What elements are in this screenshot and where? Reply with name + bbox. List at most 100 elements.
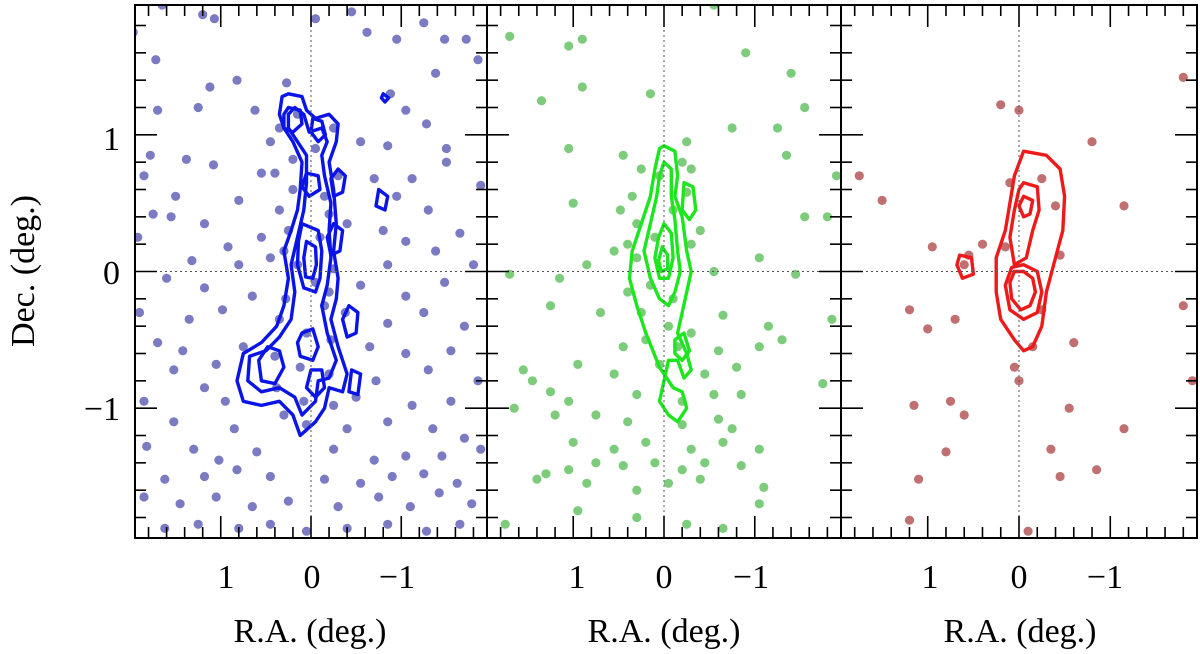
blue-point-134 [319,191,330,201]
green-point-10 [800,102,810,113]
green-point-37 [573,359,583,369]
green-point-103 [677,157,687,167]
blue-point-89 [169,417,179,427]
red-x-axis-title: R.A. (deg.) [944,613,1097,650]
blue-point-9 [440,34,450,44]
red-point-27 [959,410,969,420]
blue-point-100 [369,455,379,465]
blue-contour-9 [304,368,327,399]
blue-point-11 [473,55,483,65]
blue-point-148 [295,362,305,372]
blue-x-tick-label-neg1: −1 [379,559,415,596]
green-point-15 [831,171,841,181]
blue-point-76 [401,348,411,359]
red-point-7 [1050,201,1061,211]
red-point-11 [927,242,937,252]
blue-point-153 [279,410,289,420]
blue-point-60 [199,283,210,293]
blue-point-85 [220,396,230,406]
blue-x-axis-title: R.A. (deg.) [234,613,387,650]
green-point-33 [713,346,724,356]
green-x-tick-label-0: 0 [656,559,673,596]
blue-point-135 [274,205,284,215]
blue-density-contours [235,92,391,438]
blue-point-115 [211,492,221,502]
y-tick-label-1: 1 [103,121,120,158]
blue-point-13 [205,82,215,92]
blue-point-51 [135,232,143,242]
blue-scatter-points [135,5,486,536]
red-point-32 [1092,465,1102,475]
red-scatter-points [854,72,1197,536]
green-point-38 [609,369,619,379]
green-x-tick-label-1: 1 [569,559,586,596]
red-point-37 [959,260,969,270]
green-point-12 [618,150,628,160]
green-point-69 [736,461,746,471]
blue-point-63 [401,291,411,301]
green-point-99 [623,287,633,297]
blue-point-35 [441,157,451,167]
red-point-25 [909,400,919,410]
green-point-41 [754,342,764,352]
red-point-36 [1023,526,1033,536]
blue-point-109 [356,478,366,488]
green-point-57 [609,444,619,454]
blue-point-130 [421,526,432,536]
green-point-48 [736,389,746,400]
green-point-61 [754,444,764,454]
panel-blue: 1 0 −1 1 0 −1 R.A. (deg.) Dec. (deg.) [5,4,488,650]
green-point-82 [577,82,587,92]
blue-point-1 [157,5,167,10]
blue-contour-0 [235,92,349,438]
blue-point-14 [232,75,242,85]
blue-x-tick-label-1: 1 [218,559,235,596]
green-point-72 [632,485,642,495]
green-point-52 [677,420,687,430]
blue-point-118 [333,502,343,512]
blue-point-6 [362,27,372,37]
blue-point-93 [428,424,438,434]
green-point-83 [682,137,692,147]
red-point-1 [996,100,1006,110]
red-point-15 [904,305,915,315]
blue-point-81 [423,365,433,375]
blue-point-65 [135,307,145,318]
red-point-31 [1046,444,1056,454]
blue-contour-2 [295,221,324,294]
blue-contour-3 [302,239,319,280]
red-contour-4 [1008,269,1038,312]
blue-point-98 [252,447,262,457]
green-point-25 [754,253,764,263]
blue-point-156 [265,137,275,147]
green-point-74 [695,474,705,484]
blue-point-83 [139,396,149,406]
blue-point-25 [383,141,393,151]
green-point-14 [781,150,792,160]
blue-point-33 [369,174,379,184]
red-point-33 [1055,471,1065,482]
green-point-3 [709,5,719,10]
green-point-36 [527,376,538,386]
blue-point-46 [256,232,266,242]
green-point-13 [686,164,696,174]
blue-point-103 [476,444,486,454]
green-point-50 [591,410,601,420]
green-x-tick-label-neg1: −1 [733,559,769,596]
blue-point-123 [160,523,170,534]
green-scatter-points [500,5,841,534]
blue-point-12 [151,55,161,65]
blue-point-20 [193,102,203,113]
blue-point-58 [468,260,479,270]
blue-point-77 [446,346,456,356]
red-point-34 [914,474,924,484]
blue-point-70 [419,307,429,318]
green-point-51 [623,417,633,427]
green-point-5 [786,68,796,78]
blue-point-64 [440,277,450,287]
blue-point-47 [342,219,352,229]
blue-point-90 [229,424,239,434]
green-point-77 [573,506,583,516]
blue-point-112 [452,478,462,488]
green-point-11 [564,143,574,154]
